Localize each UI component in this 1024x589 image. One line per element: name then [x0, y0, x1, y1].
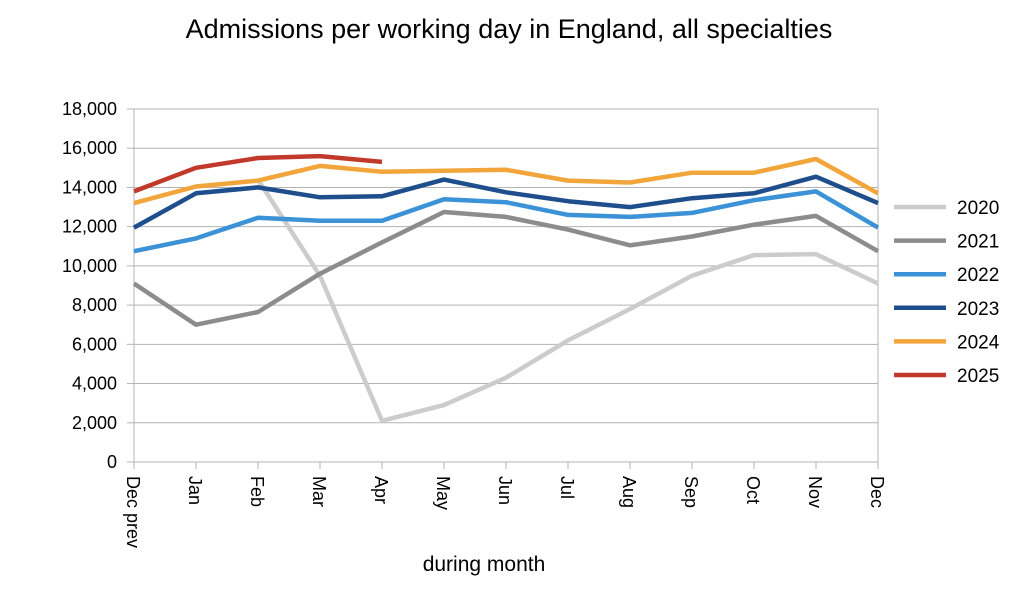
x-tick-label: Nov — [805, 476, 825, 508]
x-tick-label: Apr — [371, 476, 391, 504]
x-tick-label: Dec prev — [123, 476, 143, 548]
legend-label-2025: 2025 — [957, 366, 999, 387]
y-tick-label: 14,000 — [62, 177, 117, 197]
legend-label-2022: 2022 — [957, 265, 999, 286]
series-lines — [132, 153, 880, 424]
y-tick-label: 4,000 — [72, 374, 117, 394]
legend-label-2023: 2023 — [957, 299, 999, 320]
series-line-2020 — [256, 178, 879, 424]
legend-label-2024: 2024 — [957, 332, 1000, 353]
legend: 2020 2021 2022 2023 2024 2025 — [894, 198, 1000, 387]
legend-label-2020: 2020 — [957, 198, 999, 219]
y-tick-label: 8,000 — [72, 295, 117, 315]
y-tick-label: 0 — [107, 452, 117, 472]
x-tick-label: May — [433, 476, 453, 510]
series-line-2024 — [133, 156, 880, 206]
x-tick-label: Jul — [557, 476, 577, 499]
x-tick-label: Jan — [185, 476, 205, 505]
y-tick-label: 10,000 — [62, 256, 117, 276]
x-tick-label: Oct — [743, 476, 763, 504]
x-tick-label: Mar — [309, 476, 329, 507]
y-tick-label: 6,000 — [72, 334, 117, 354]
legend-label-2021: 2021 — [957, 232, 999, 253]
y-tick-label: 12,000 — [62, 217, 117, 237]
series-line-2025 — [133, 153, 383, 194]
x-tick-label: Sep — [681, 476, 701, 508]
x-tick-label: Feb — [247, 476, 267, 507]
y-tick-label: 18,000 — [62, 99, 117, 119]
x-tick-label: Aug — [619, 476, 639, 508]
series-line-2023 — [132, 174, 879, 230]
series-line-2022 — [133, 189, 880, 254]
chart-title: Admissions per working day in England, a… — [185, 14, 833, 44]
x-tick-label: Dec — [867, 476, 887, 508]
x-axis-title: during month — [423, 553, 546, 576]
y-axis: 0 2,000 4,000 6,000 8,000 10,000 12,000 14,000 1… — [62, 99, 134, 472]
x-tick-label: Jun — [495, 476, 515, 505]
series-line-2021 — [132, 209, 880, 327]
y-tick-label: 16,000 — [62, 138, 117, 158]
x-axis: Dec prev Jan Feb Mar Apr May Jun Jul Aug Sep Oct No… — [123, 462, 887, 548]
y-tick-label: 2,000 — [72, 413, 117, 433]
